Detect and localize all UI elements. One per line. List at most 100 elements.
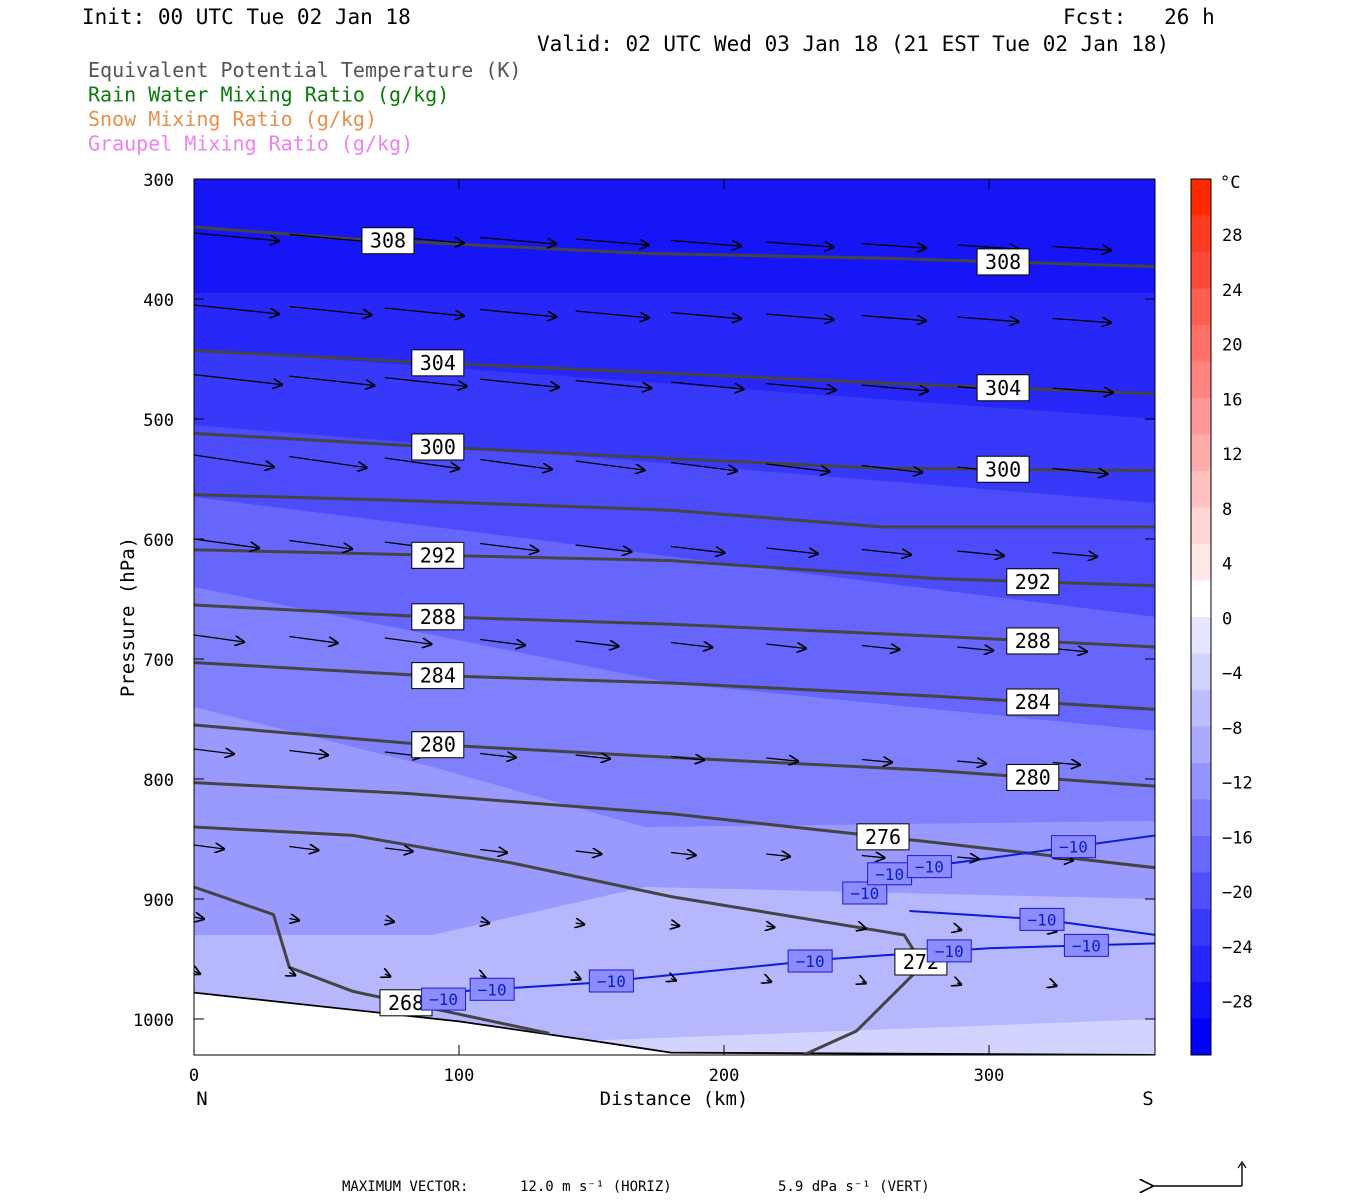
colorbar-tick-label: 20 — [1222, 336, 1242, 356]
wind-vector — [671, 925, 679, 926]
colorbar-cell — [1191, 507, 1211, 545]
rain-label-box — [588, 969, 634, 993]
max-vector-vert: 5.9 dPa s⁻¹ (VERT) — [778, 1179, 930, 1195]
wind-vector — [576, 923, 585, 925]
wind-vector — [194, 917, 204, 919]
temperature-colorbar: 28 24 20 16 12 8 4 0 −4 −8 −12 −16 −20 −24 −28 — [1190, 178, 1253, 1056]
contour-label-box — [411, 541, 465, 569]
wind-vector — [480, 976, 485, 978]
y-tick-label: 300 — [143, 171, 174, 191]
wind-vector — [194, 634, 244, 642]
contour-label-text: 288 — [1015, 629, 1051, 653]
wind-vector — [480, 236, 556, 245]
contour-label: 308 — [976, 248, 1030, 276]
wind-vector — [861, 760, 892, 763]
contour-label: 304 — [411, 349, 465, 377]
wind-vector — [194, 373, 282, 385]
wind-vector — [1052, 467, 1108, 475]
wind-vector — [385, 974, 391, 977]
colorbar-cell — [1191, 325, 1211, 362]
rain-label-text: −10 — [935, 942, 964, 961]
contour-label: 280 — [1006, 763, 1060, 791]
wind-vector — [957, 647, 993, 651]
wind-vector — [480, 638, 525, 646]
wind-vector — [289, 751, 328, 756]
ground-line — [194, 991, 1155, 1055]
wind-vector — [480, 922, 489, 924]
contour-label-box — [1006, 627, 1060, 655]
wind-vector — [384, 457, 459, 469]
x-tick-label: 300 — [974, 1066, 1005, 1086]
colorbar-cell — [1191, 909, 1211, 946]
wind-vector — [289, 455, 366, 468]
wind-vector — [766, 854, 790, 857]
wind-vector — [289, 233, 371, 243]
contour-label-box — [411, 603, 465, 631]
contour-label: 300 — [976, 455, 1030, 483]
contour-label-box — [1006, 568, 1060, 596]
rain-label: −10 — [842, 881, 888, 905]
wind-vector — [480, 754, 516, 758]
wind-vector — [384, 848, 413, 852]
rain-label-text: −10 — [1059, 838, 1088, 857]
wind-vector — [289, 375, 374, 385]
wind-vector — [766, 980, 771, 982]
rain-label: −10 — [926, 939, 972, 963]
colorbar-cell — [1191, 617, 1211, 654]
colorbar-cell — [1191, 763, 1211, 800]
wind-vector — [861, 384, 928, 391]
theta-e-contour — [194, 885, 550, 1035]
y-tick-label: 900 — [143, 891, 174, 911]
contour-label-box — [976, 248, 1030, 276]
rain-label-box — [421, 987, 467, 1011]
contour-label-box — [411, 731, 465, 759]
colorbar-cell — [1191, 836, 1211, 873]
rain-label-text: −10 — [796, 952, 825, 971]
colorbar-cell — [1191, 215, 1211, 253]
wind-vector — [1052, 319, 1111, 323]
rain-label: −10 — [588, 969, 634, 993]
colorbar-tick-label: −12 — [1222, 774, 1253, 794]
wind-vector — [575, 851, 602, 854]
contour-label-box — [1006, 763, 1060, 791]
colorbar-tick-label: −20 — [1222, 883, 1253, 903]
rain-label-text: −10 — [875, 865, 904, 884]
rain-label: −10 — [1050, 835, 1096, 859]
contour-label-box — [411, 433, 465, 461]
contour-label: 280 — [411, 731, 465, 759]
rain-label: −10 — [1019, 907, 1065, 931]
colorbar-unit: °C — [1220, 173, 1240, 193]
colorbar-tick-label: −28 — [1222, 993, 1253, 1013]
wind-vector — [194, 749, 234, 754]
rain-label: −10 — [787, 949, 833, 973]
x-end-left: N — [196, 1088, 207, 1110]
wind-vector — [289, 635, 337, 644]
rain-label-box — [1019, 907, 1065, 931]
wind-vector — [575, 379, 652, 389]
contour-label-text: 304 — [420, 351, 456, 375]
wind-vector — [670, 853, 696, 856]
contour-label-text: 276 — [865, 825, 901, 849]
wind-vectors — [194, 232, 1113, 986]
colorbar-cell — [1191, 361, 1211, 399]
wind-vector — [1052, 247, 1111, 251]
colorbar-cell — [1191, 726, 1211, 764]
max-vector-horiz: 12.0 m s⁻¹ (HORIZ) — [520, 1179, 672, 1195]
wind-vector — [384, 307, 464, 316]
contour-label: 292 — [1006, 568, 1060, 596]
wind-vector — [670, 239, 741, 247]
colorbar-tick-label: 12 — [1222, 445, 1242, 465]
colorbar-cell — [1191, 471, 1211, 508]
wind-vector — [671, 979, 676, 981]
contour-label-box — [411, 662, 465, 690]
rain-label-text: −10 — [915, 858, 944, 877]
theta-e-contour — [194, 825, 925, 1055]
x-end-right: S — [1142, 1088, 1153, 1110]
rain-label: −10 — [421, 987, 467, 1011]
y-tick-label: 600 — [143, 531, 174, 551]
wind-vector — [1052, 388, 1113, 393]
wind-vector — [670, 757, 704, 761]
reference-vector — [1152, 1160, 1247, 1186]
contour-label-text: 284 — [420, 664, 456, 688]
